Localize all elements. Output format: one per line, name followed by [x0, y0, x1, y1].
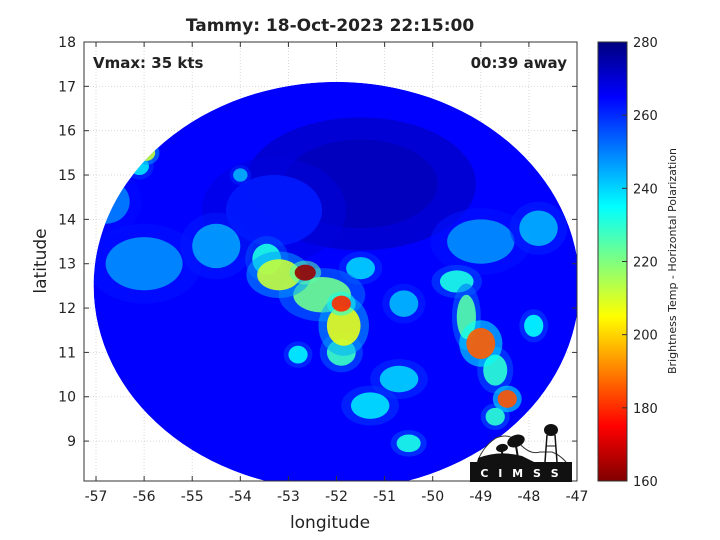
colorbar-tick-label: 260	[633, 109, 658, 124]
y-tick-label: 11	[58, 345, 76, 361]
bt-feature	[225, 175, 323, 246]
bt-feature	[379, 365, 419, 393]
x-tick-label: -48	[517, 489, 540, 505]
convection-layer	[93, 117, 568, 457]
bt-feature	[294, 264, 316, 281]
y-axis: 9 10 11 12 13 14 15 16 17 18	[58, 35, 577, 450]
colorbar-ticks: 160 180 200 220 240 260 280	[622, 36, 658, 490]
bt-feature	[485, 407, 505, 426]
bt-feature	[331, 295, 351, 312]
y-tick-label: 10	[58, 390, 76, 406]
x-axis-label: longitude	[290, 513, 370, 533]
y-axis-label: latitude	[31, 228, 51, 293]
cimss-logo-text: C I M S S	[480, 467, 561, 480]
x-tick-label: -55	[181, 489, 204, 505]
x-tick-label: -53	[277, 489, 300, 505]
bt-feature	[192, 223, 241, 269]
x-tick-label: -56	[133, 489, 156, 505]
y-tick-label: 14	[58, 212, 76, 228]
y-tick-label: 15	[58, 168, 76, 184]
x-tick-label: -49	[469, 489, 492, 505]
colorbar-label: Brightness Temp - Horizontal Polarizatio…	[666, 148, 679, 374]
bt-feature	[326, 305, 361, 346]
y-tick-label: 16	[58, 124, 76, 140]
y-tick-label: 9	[67, 434, 76, 450]
colorbar-tick-label: 280	[633, 36, 658, 51]
bt-feature	[396, 434, 421, 453]
chart-title: Tammy: 18-Oct-2023 22:15:00	[186, 16, 474, 36]
x-tick-label: -47	[566, 489, 589, 505]
x-axis: -57 -56 -55 -54 -53 -52 -51 -50 -49 -48 -47	[85, 42, 589, 505]
x-tick-label: -52	[325, 489, 348, 505]
time-away-annotation: 00:39 away	[471, 54, 568, 72]
colorbar-tick-label: 180	[633, 402, 658, 417]
x-tick-label: -50	[421, 489, 444, 505]
bt-feature	[389, 290, 419, 317]
x-tick-label: -51	[373, 489, 396, 505]
x-tick-label: -57	[85, 489, 108, 505]
bt-feature	[447, 219, 515, 264]
y-tick-label: 17	[58, 79, 76, 95]
bt-feature	[105, 237, 183, 291]
y-tick-label: 13	[58, 257, 76, 273]
y-tick-label: 18	[58, 35, 76, 51]
bt-feature	[346, 257, 375, 280]
x-tick-label: -54	[229, 489, 252, 505]
colorbar-tick-label: 220	[633, 256, 658, 271]
plot-frame	[83, 41, 578, 482]
bt-feature	[233, 168, 248, 182]
cimss-logo: C I M S S	[470, 424, 572, 482]
colorbar-tick-label: 240	[633, 182, 658, 197]
bt-feature	[288, 345, 308, 364]
bt-feature	[257, 259, 301, 291]
bt-feature	[519, 210, 558, 246]
bt-feature	[466, 328, 496, 360]
y-tick-label: 12	[58, 301, 76, 317]
colorbar-tick-label: 160	[633, 475, 658, 490]
colorbar-tick-label: 200	[633, 329, 658, 344]
bt-feature	[497, 390, 517, 408]
vmax-annotation: Vmax: 35 kts	[93, 54, 203, 72]
bt-feature	[524, 314, 544, 337]
bt-feature	[350, 392, 390, 419]
